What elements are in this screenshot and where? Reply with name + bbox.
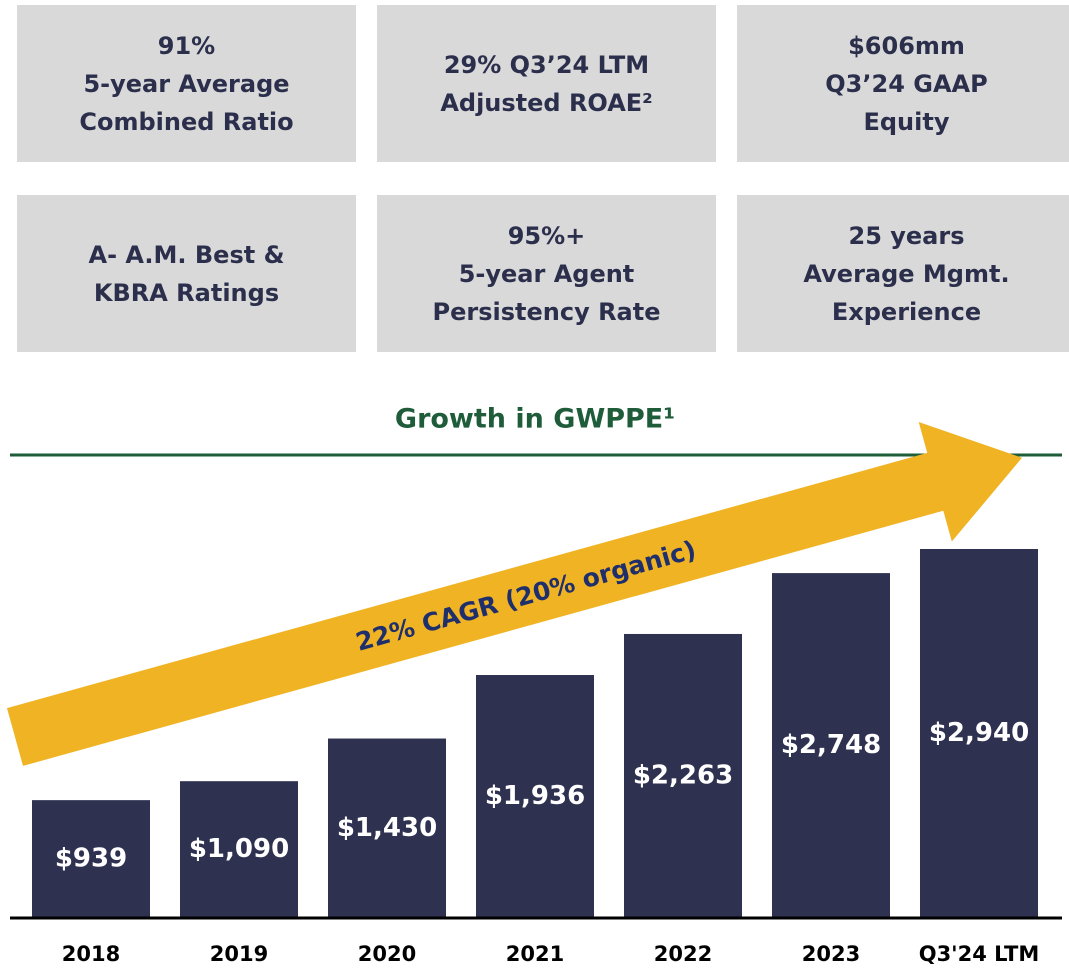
- kpi-line: Q3’24 GAAP: [825, 69, 988, 98]
- kpi-line: 5-year Average: [83, 69, 290, 98]
- kpi-line: A- A.M. Best &: [88, 240, 285, 269]
- value-label: $1,090: [189, 834, 289, 864]
- kpi-line: Average Mgmt.: [803, 259, 1010, 288]
- bar: [32, 800, 150, 918]
- kpi-line: 95%+: [507, 221, 586, 250]
- x-tick-label: 2020: [358, 942, 416, 966]
- kpi-box: 25 years Average Mgmt. Experience: [737, 195, 1069, 352]
- kpi-line: Combined Ratio: [79, 107, 294, 136]
- value-label: $2,263: [633, 760, 733, 790]
- x-tick-label: 2021: [506, 942, 564, 966]
- kpi-line: 5-year Agent: [458, 259, 635, 288]
- bar: [772, 573, 890, 918]
- arrow-shape: [6, 422, 1022, 766]
- kpi-line: 91%: [157, 31, 216, 60]
- x-tick-label: Q3'24 LTM: [919, 942, 1040, 966]
- value-label: $2,940: [929, 718, 1029, 748]
- chart-title: Growth in GWPPE¹: [395, 404, 675, 435]
- bar: [920, 549, 1038, 918]
- value-label: $1,430: [337, 813, 437, 843]
- kpi-box: 91% 5-year Average Combined Ratio: [17, 5, 356, 162]
- kpi-box: A- A.M. Best & KBRA Ratings: [17, 195, 356, 352]
- kpi-line: Experience: [831, 297, 982, 326]
- kpi-line: Adjusted ROAE²: [440, 88, 653, 117]
- kpi-line: 29% Q3’24 LTM: [443, 50, 650, 79]
- kpi-line: KBRA Ratings: [93, 278, 280, 307]
- value-label: $1,936: [485, 781, 585, 811]
- bar: [624, 633, 742, 918]
- x-tick-label: 2019: [210, 942, 268, 966]
- bar: [476, 675, 594, 918]
- kpi-line: Equity: [863, 107, 950, 136]
- x-tick-label: 2022: [654, 942, 712, 966]
- kpi-line: Persistency Rate: [432, 297, 661, 326]
- kpi-grid: 91% 5-year Average Combined Ratio 29% Q3’24…: [17, 5, 1069, 352]
- value-label: $939: [55, 844, 127, 874]
- bar: [328, 738, 446, 918]
- bars: $939 2018 $1,090 2019 $1,430 2020 $1,936 2021 $2…: [32, 549, 1039, 966]
- x-tick-label: 2023: [802, 942, 860, 966]
- x-tick-label: 2018: [62, 942, 120, 966]
- bar: [180, 781, 298, 918]
- kpi-box: 95%+ 5-year Agent Persistency Rate: [377, 195, 716, 352]
- kpi-line: $606mm: [848, 31, 965, 60]
- kpi-box: 29% Q3’24 LTM Adjusted ROAE²: [377, 5, 716, 162]
- kpi-box: $606mm Q3’24 GAAP Equity: [737, 5, 1069, 162]
- kpi-line: 25 years: [848, 221, 965, 250]
- value-label: $2,748: [781, 730, 881, 760]
